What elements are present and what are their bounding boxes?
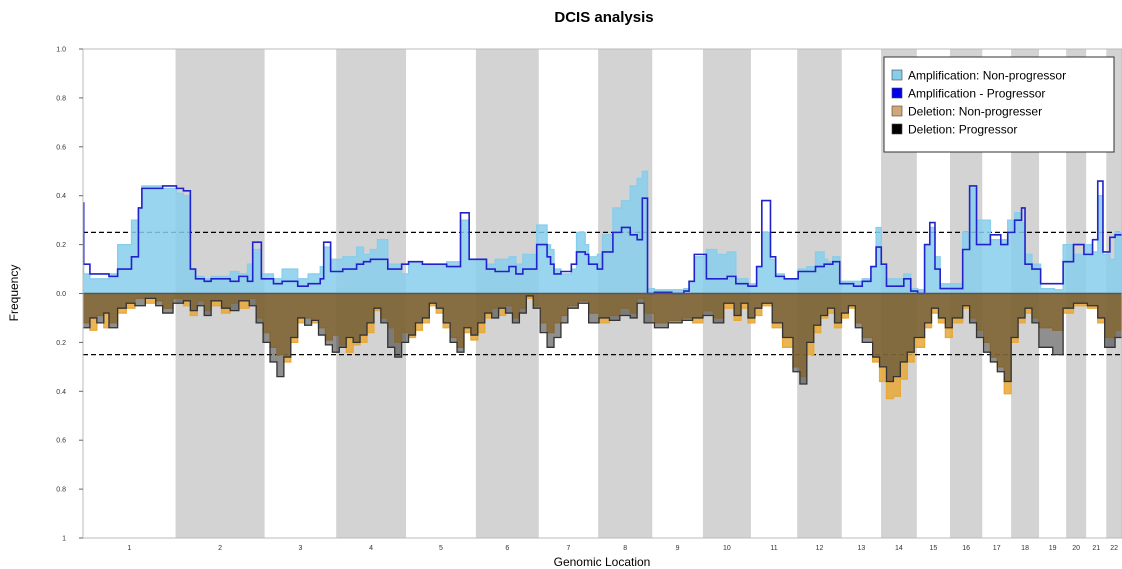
y-tick-label-9: 0.8 [56, 487, 66, 494]
chromosome-label-11: 11 [770, 545, 777, 552]
y-tick-label-3: 0.4 [56, 193, 66, 200]
chromosome-label-2: 2 [218, 545, 222, 552]
y-tick-label-1: 0.8 [56, 95, 66, 102]
series-line-amplification-progressor [82, 180, 1122, 295]
legend-label-1: Amplification - Progressor [908, 87, 1045, 101]
chromosome-label-18: 18 [1021, 545, 1029, 552]
legend-box [883, 56, 1115, 153]
legend-label-3: Deletion: Progressor [908, 123, 1017, 137]
chromosome-label-14: 14 [895, 545, 903, 552]
y-tick-label-5: 0.0 [56, 291, 66, 298]
chromosome-label-9: 9 [676, 545, 680, 552]
series-line-deletion-progressor [83, 295, 1122, 385]
chromosome-label-7: 7 [566, 545, 570, 552]
chromosome-label-15: 15 [930, 545, 938, 552]
threshold-lines [83, 231, 1122, 356]
x-axis-label: Genomic Location [554, 555, 651, 569]
chromosome-label-6: 6 [505, 545, 509, 552]
y-tick-label-7: 0.4 [56, 389, 66, 396]
chromosome-label-3: 3 [298, 545, 302, 552]
chromosome-label-8: 8 [623, 545, 627, 552]
series-area-amplification-non-progressor [83, 171, 1122, 294]
legend-swatch-0 [891, 69, 903, 81]
chart-title: DCIS analysis [554, 9, 653, 26]
chromosome-label-17: 17 [993, 545, 1001, 552]
y-tick-label-8: 0.6 [56, 438, 66, 445]
y-axis-label: Frequency [7, 265, 21, 322]
y-tick-label-2: 0.6 [56, 144, 66, 151]
legend-swatch-3 [891, 123, 903, 135]
legend-label-0: Amplification: Non-progressor [908, 69, 1066, 83]
chromosome-label-21: 21 [1092, 545, 1100, 552]
chromosome-label-16: 16 [962, 545, 970, 552]
y-tick-label-4: 0.2 [56, 242, 66, 249]
chromosome-label-20: 20 [1072, 545, 1080, 552]
chromosome-label-4: 4 [369, 545, 373, 552]
chromosome-label-5: 5 [439, 545, 443, 552]
x-axis-chromosome-labels: 1 2 3 4 5 6 7 8 9 10 11 12 13 14 15 16 17 18 19 20 21 22 [127, 545, 1118, 552]
y-tick-label-0: 1.0 [56, 47, 66, 54]
y-tick-label-10: 1 [62, 536, 66, 543]
y-axis-ticks: 1.0 0.8 0.6 0.4 0.2 0.0 0.2 0.4 0.6 0.8 1 [56, 47, 83, 543]
series-layer [82, 170, 1122, 400]
legend-swatch-1 [891, 87, 903, 99]
legend-label-2: Deletion: Non-progresser [908, 105, 1042, 119]
chromosome-label-12: 12 [816, 545, 824, 552]
chromosome-label-22: 22 [1110, 545, 1118, 552]
series-area-deletion-progressor [83, 293, 1122, 384]
y-tick-label-6: 0.2 [56, 340, 66, 347]
chromosome-label-1: 1 [127, 545, 131, 552]
legend: Amplification: Non-progressor Amplificati… [883, 56, 1115, 153]
chromosome-label-19: 19 [1049, 545, 1057, 552]
legend-swatch-2 [891, 105, 903, 117]
chromosome-label-13: 13 [857, 545, 865, 552]
chromosome-label-10: 10 [723, 545, 731, 552]
